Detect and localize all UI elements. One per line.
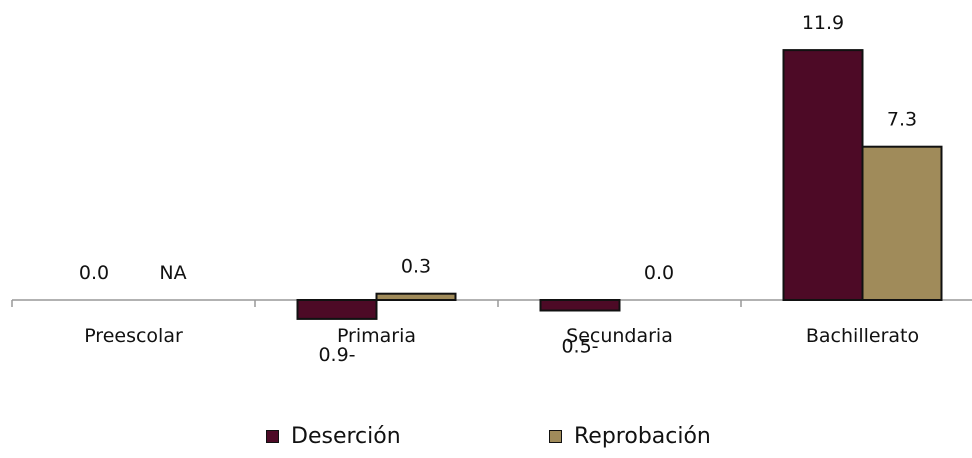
legend-item-desercion: Deserción	[266, 424, 401, 449]
bar-desercion-bachillerato	[782, 49, 864, 301]
data-label-reprobacion: 0.0	[644, 262, 674, 284]
legend-label-reprobacion: Reprobación	[574, 424, 711, 449]
bars-layer	[296, 49, 943, 320]
bar-desercion-secundaria	[539, 299, 621, 312]
category-label: Preescolar	[84, 325, 183, 347]
axis-layer	[11, 299, 972, 307]
data-label-reprobacion: 7.3	[887, 109, 917, 131]
data-label-desercion: 0.0	[79, 262, 109, 284]
bar-reprobacion-primaria	[375, 292, 457, 302]
chart-legend: Deserción Reprobación	[0, 424, 972, 458]
data-label-desercion: 0.9-	[318, 344, 355, 366]
legend-item-reprobacion: Reprobación	[549, 424, 711, 449]
labels-layer: Preescolar Primaria Secundaria Bachillerato…	[79, 12, 919, 366]
legend-label-desercion: Deserción	[291, 424, 401, 449]
category-label: Bachillerato	[806, 325, 919, 347]
category-label: Secundaria	[566, 325, 673, 347]
data-label-reprobacion: NA	[159, 262, 186, 284]
category-label: Primaria	[337, 325, 416, 347]
data-label-reprobacion: 0.3	[401, 256, 431, 278]
bar-reprobacion-bachillerato	[861, 145, 943, 301]
bar-desercion-primaria	[296, 299, 378, 320]
legend-swatch-desercion	[266, 430, 279, 443]
data-label-desercion: 11.9	[802, 12, 844, 34]
legend-swatch-reprobacion	[549, 430, 562, 443]
data-label-desercion: 0.5-	[561, 336, 598, 358]
